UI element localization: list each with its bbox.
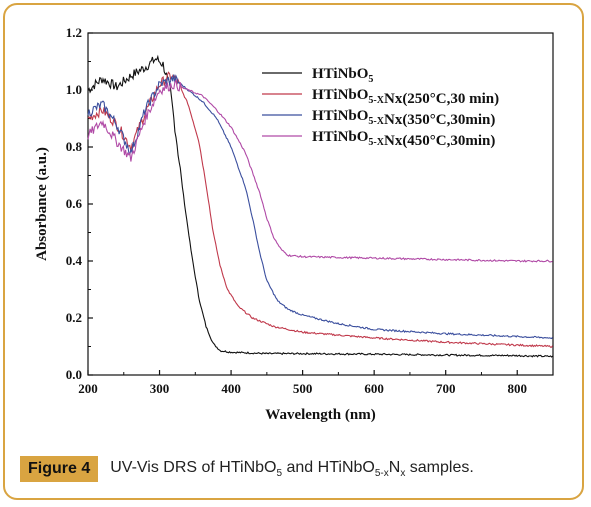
figure-label: Figure 4 [20,456,99,482]
series-line-0 [87,54,553,358]
y-tick-label: 0.8 [66,139,83,154]
x-tick-label: 700 [436,381,456,396]
x-tick-label: 300 [150,381,170,396]
y-tick-label: 0.4 [66,253,83,268]
y-axis-title: Absorbance (a.u.) [34,147,50,261]
uv-vis-chart: 200 300 400 500 600 700 800 0.0 0.2 0.4 0.6 0.8 1.0 1… [34,25,554,423]
figure-caption: Figure 4 UV-Vis DRS of HTiNbO5 and HTiNb… [20,455,474,483]
x-tick-label: 400 [221,381,241,396]
series-line-2 [87,74,554,340]
x-tick-label: 800 [507,381,527,396]
figure-caption-text: UV-Vis DRS of HTiNbO5 and HTiNbO5-xNx sa… [110,458,474,480]
series-lines [87,54,554,358]
x-tick-label: 500 [293,381,313,396]
y-tick-label: 0.2 [66,310,82,325]
figure-frame [3,3,584,500]
x-tick-label: 600 [364,381,384,396]
axes: 200 300 400 500 600 700 800 0.0 0.2 0.4 0.6 0.8 1.0 1… [34,25,554,423]
legend-label: HTiNbO5-XNx(250°C,30 min) [312,87,499,107]
y-tick-label: 0.6 [66,196,83,211]
legend-label: HTiNbO5-XNx(350°C,30min) [312,108,495,128]
y-tick-label: 1.2 [66,25,82,40]
series-line-3 [87,78,553,263]
legend-label: HTiNbO5 [312,66,373,85]
legend-label: HTiNbO5-XNx(450°C,30min) [312,129,495,149]
plot-area-border [87,32,554,376]
y-tick-label: 1.0 [66,82,82,97]
x-tick-label: 200 [78,381,98,396]
y-tick-label: 0.0 [66,367,82,382]
x-axis-title: Wavelength (nm) [265,407,375,423]
